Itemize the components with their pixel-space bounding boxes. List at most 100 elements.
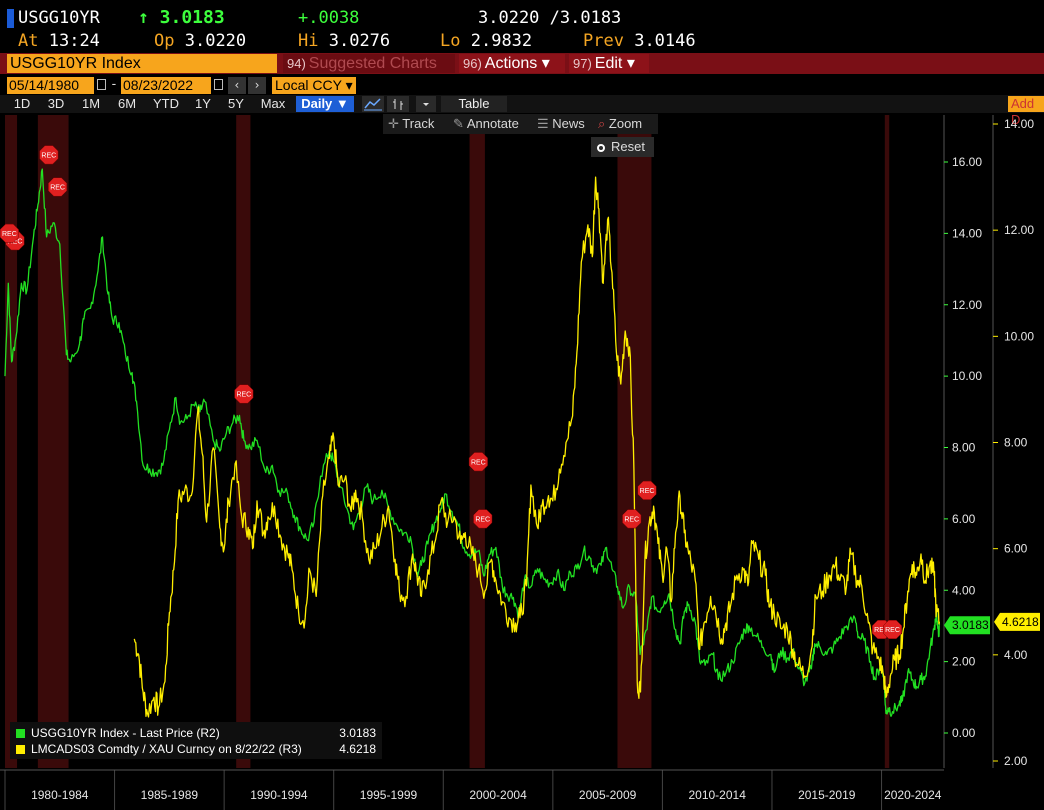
track-tool[interactable]: ✛ Track [388, 114, 434, 134]
r3-tick-label: 12.00 [1004, 223, 1034, 237]
recession-marker[interactable]: REC [0, 223, 19, 243]
r3-tick-label: 6.00 [1004, 542, 1028, 556]
prev-period-button[interactable]: ‹ [228, 77, 246, 94]
recession-marker-label: REC [624, 516, 639, 523]
x-tick-label: 1995-1999 [360, 788, 418, 802]
last-price: ↑ 3.0183 [138, 7, 225, 28]
legend-value: 3.0183 [339, 726, 376, 740]
range-max-button[interactable]: Max [260, 96, 286, 111]
currency-value: Local CCY [275, 77, 342, 93]
time-label: At [18, 31, 39, 51]
reset-icon [597, 143, 605, 152]
suggested-charts-button[interactable]: 94) Suggested Charts [283, 54, 455, 73]
news-icon: ☰ [537, 116, 549, 131]
annotate-label: Annotate [466, 116, 519, 131]
actions-menu-button[interactable]: 96) Actions ▾ [459, 54, 565, 73]
range-5y-button[interactable]: 5Y [228, 96, 244, 111]
zoom-label: Zoom [608, 116, 643, 131]
annotate-tool[interactable]: ✎ Annotate [453, 114, 519, 134]
table-button[interactable]: Table [441, 96, 507, 112]
legend-swatch [16, 729, 25, 739]
actions-label: Actions ▾ [484, 55, 550, 72]
recession-marker-label: REC [236, 391, 251, 398]
security-title[interactable]: USGG10YR Index [7, 54, 277, 73]
r2-current-value-tag-text: 3.0183 [952, 618, 989, 632]
range-bar [0, 95, 1044, 113]
legend-swatch [16, 745, 25, 755]
bid-ask: 3.0220 /3.0183 [478, 8, 622, 28]
reset-button[interactable]: Reset [591, 137, 654, 157]
high-field: Hi 3.0276 [298, 31, 390, 51]
recession-marker[interactable]: REC [39, 145, 59, 165]
recession-marker-label: REC [8, 238, 23, 245]
add-data-button[interactable]: Add D [1008, 96, 1044, 127]
news-tool[interactable]: ☰ News [537, 114, 585, 134]
recession-band [469, 115, 485, 768]
legend-item-series1[interactable]: USGG10YR Index - Last Price (R2) 3.0183 [16, 725, 376, 741]
low-value: 2.9832 [470, 31, 533, 51]
zoom-tool[interactable]: ⌕ Zoom [598, 114, 642, 134]
legend-value: 4.6218 [339, 742, 376, 756]
start-date-input[interactable]: 05/14/1980 [7, 77, 94, 94]
recession-marker[interactable]: REC [883, 620, 902, 639]
x-tick-label: 1985-1989 [141, 788, 199, 802]
r2-tick-label: 8.00 [952, 441, 976, 455]
calendar-icon[interactable] [214, 79, 223, 90]
prev-value: 3.0146 [634, 31, 696, 51]
x-tick-label: 2010-2014 [688, 788, 746, 802]
x-tick-label: 2015-2019 [798, 788, 856, 802]
high-value: 3.0276 [328, 31, 391, 51]
recession-band [236, 115, 251, 768]
end-date-input[interactable]: 08/23/2022 [121, 77, 211, 94]
edit-num: 97) [573, 56, 592, 71]
open-value: 3.0220 [184, 31, 247, 51]
track-label: Track [402, 116, 435, 131]
r3-current-value-tag-text: 4.6218 [1002, 615, 1039, 629]
recession-marker[interactable]: REC [468, 452, 488, 472]
pencil-icon: ✎ [453, 116, 464, 131]
currency-select[interactable]: Local CCY ▾ [272, 77, 356, 94]
r3-tick-label: 4.00 [1004, 648, 1028, 662]
chart-area[interactable]: 1980-1984 1985-1989 1990-1994 1995-1999 2000… [0, 113, 1044, 810]
r2-tick-label: 12.00 [952, 298, 982, 312]
r2-current-value-tag: 3.0183 [944, 616, 990, 635]
chart-legend: USGG10YR Index - Last Price (R2) 3.0183 L… [10, 722, 382, 759]
recession-marker[interactable]: REC [473, 509, 493, 529]
frequency-select[interactable]: Daily ▼ [296, 96, 354, 112]
chart-type-dropdown-icon[interactable] [416, 96, 436, 112]
zoom-icon: ⌕ [598, 116, 606, 131]
recession-marker[interactable]: REC [637, 480, 657, 500]
low-label: Lo [440, 31, 461, 51]
bar-chart-icon[interactable] [387, 96, 409, 112]
chart-toolbar [383, 114, 658, 134]
recession-marker-label: REC [2, 231, 17, 238]
range-3d-button[interactable]: 3D [47, 96, 65, 111]
recession-marker[interactable]: REC [622, 509, 642, 529]
x-tick-label: 1990-1994 [250, 788, 308, 802]
range-1y-button[interactable]: 1Y [195, 96, 211, 111]
edit-menu-button[interactable]: 97) Edit ▾ [569, 54, 649, 73]
line-chart-icon[interactable] [362, 96, 384, 112]
recession-marker[interactable]: REC [234, 384, 254, 404]
edit-label: Edit ▾ [594, 55, 635, 72]
next-period-button[interactable]: › [248, 77, 266, 94]
recession-band [617, 115, 652, 768]
open-field: Op 3.0220 [154, 31, 246, 51]
recession-marker-label: REC [885, 627, 900, 634]
recession-marker-label: REC [640, 488, 655, 495]
calendar-icon[interactable] [97, 79, 106, 90]
actions-num: 96) [463, 56, 482, 71]
ticker-symbol[interactable]: USGG10YR [18, 8, 100, 28]
range-1m-button[interactable]: 1M [81, 96, 101, 111]
recession-marker[interactable]: REC [48, 177, 68, 197]
suggested-num: 94) [287, 56, 306, 71]
r2-tick-label: 4.00 [952, 583, 976, 597]
range-ytd-button[interactable]: YTD [153, 96, 179, 111]
range-6m-button[interactable]: 6M [117, 96, 137, 111]
x-tick-label: 2005-2009 [579, 788, 637, 802]
series-copper-gold-line [133, 176, 941, 718]
open-label: Op [154, 31, 175, 51]
range-1d-button[interactable]: 1D [13, 96, 31, 111]
legend-item-series2[interactable]: LMCADS03 Comdty / XAU Curncy on 8/22/22 … [16, 741, 376, 757]
recession-marker-label: REC [41, 152, 56, 159]
